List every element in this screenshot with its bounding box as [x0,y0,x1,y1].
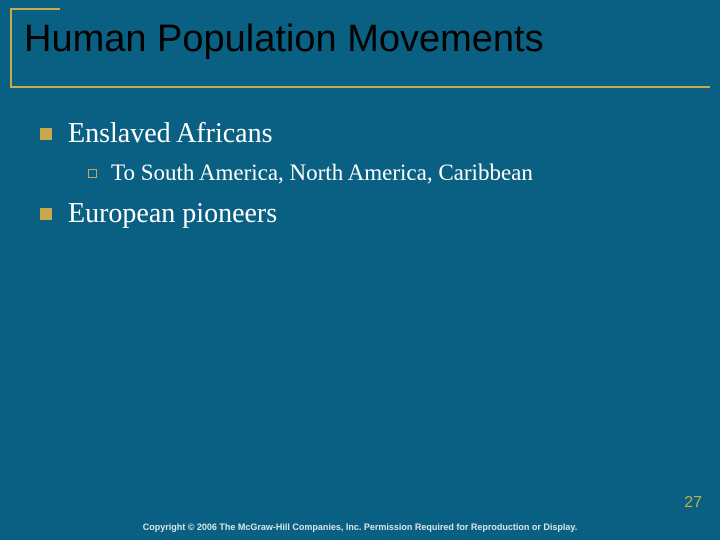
copyright-footer: Copyright © 2006 The McGraw-Hill Compani… [0,522,720,532]
content-area: Enslaved Africans To South America, Nort… [40,118,680,240]
page-number: 27 [684,494,702,512]
square-outline-bullet-icon [88,169,97,178]
list-item-text: European pioneers [68,198,277,230]
square-bullet-icon [40,128,52,140]
slide-title: Human Population Movements [14,12,710,61]
list-subitem: To South America, North America, Caribbe… [88,160,680,186]
square-bullet-icon [40,208,52,220]
list-item-text: Enslaved Africans [68,118,273,150]
title-rule-bottom [10,86,710,88]
title-rule-top [10,8,60,10]
title-block: Human Population Movements [10,8,710,75]
title-rule-left [10,8,12,86]
list-item: European pioneers [40,198,680,230]
list-subitem-text: To South America, North America, Caribbe… [111,160,533,186]
list-item: Enslaved Africans [40,118,680,150]
